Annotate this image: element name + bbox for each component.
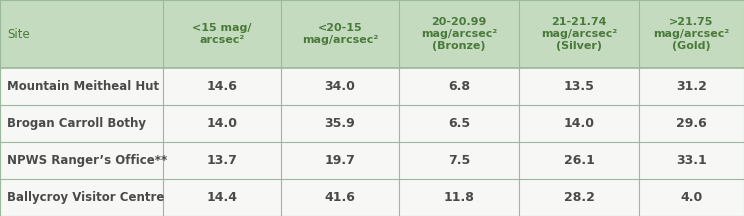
Text: 19.7: 19.7 — [324, 154, 356, 167]
Text: 34.0: 34.0 — [324, 80, 356, 93]
Text: 20-20.99
mag/arcsec²
(Bronze): 20-20.99 mag/arcsec² (Bronze) — [421, 17, 497, 51]
Text: Ballycroy Visitor Centre: Ballycroy Visitor Centre — [7, 191, 164, 204]
Text: 11.8: 11.8 — [443, 191, 475, 204]
Text: 13.5: 13.5 — [563, 80, 594, 93]
Text: 14.0: 14.0 — [563, 117, 594, 130]
Bar — [0, 179, 744, 216]
Text: 14.0: 14.0 — [207, 117, 237, 130]
Text: 29.6: 29.6 — [676, 117, 707, 130]
Text: <15 mag/
arcsec²: <15 mag/ arcsec² — [192, 23, 251, 45]
Text: 6.8: 6.8 — [448, 80, 470, 93]
Text: Mountain Meitheal Hut: Mountain Meitheal Hut — [7, 80, 159, 93]
Text: 13.7: 13.7 — [207, 154, 237, 167]
Text: <20-15
mag/arcsec²: <20-15 mag/arcsec² — [302, 23, 378, 45]
Text: 41.6: 41.6 — [324, 191, 356, 204]
Text: 28.2: 28.2 — [563, 191, 594, 204]
Text: 4.0: 4.0 — [680, 191, 702, 204]
Text: 35.9: 35.9 — [324, 117, 356, 130]
Bar — [0, 105, 744, 142]
Text: 7.5: 7.5 — [448, 154, 470, 167]
Text: Brogan Carroll Bothy: Brogan Carroll Bothy — [7, 117, 146, 130]
Text: 31.2: 31.2 — [676, 80, 707, 93]
Text: 21-21.74
mag/arcsec²
(Silver): 21-21.74 mag/arcsec² (Silver) — [541, 17, 617, 51]
Bar — [0, 142, 744, 179]
Text: 14.4: 14.4 — [207, 191, 237, 204]
Text: 33.1: 33.1 — [676, 154, 707, 167]
Bar — [0, 68, 744, 105]
Text: NPWS Ranger’s Office**: NPWS Ranger’s Office** — [7, 154, 167, 167]
Text: 6.5: 6.5 — [448, 117, 470, 130]
Text: >21.75
mag/arcsec²
(Gold): >21.75 mag/arcsec² (Gold) — [653, 17, 730, 51]
Text: 26.1: 26.1 — [563, 154, 594, 167]
Text: 14.6: 14.6 — [207, 80, 237, 93]
Bar — [0, 0, 744, 68]
Text: Site: Site — [7, 27, 30, 41]
